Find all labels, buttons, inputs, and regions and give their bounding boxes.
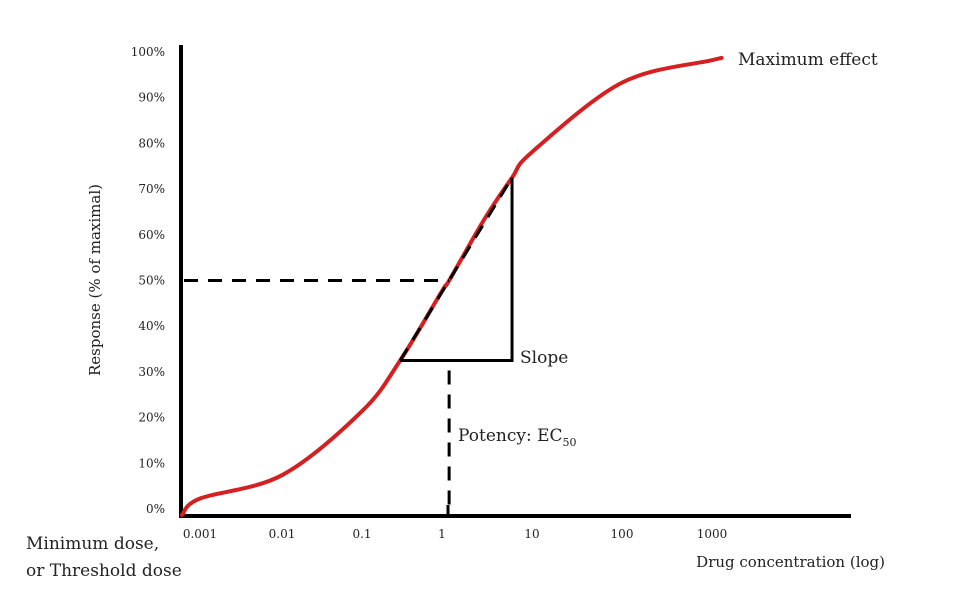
y-axis-label: Response (% of maximal)	[86, 184, 104, 376]
x-tick-label: 1	[438, 527, 446, 541]
y-tick-label: 10%	[138, 456, 165, 470]
y-tick-label: 20%	[138, 411, 165, 425]
min-dose-label-line1: Minimum dose,	[26, 534, 159, 554]
y-tick-label: 60%	[138, 228, 165, 242]
y-tick-label: 100%	[131, 45, 165, 59]
x-tick-label: 10	[524, 527, 539, 541]
x-tick-label: 1000	[697, 527, 728, 541]
y-tick-label: 90%	[138, 91, 165, 105]
y-tick-label: 30%	[138, 365, 165, 379]
y-tick-label: 0%	[146, 502, 165, 516]
y-tick-label: 40%	[138, 319, 165, 333]
x-tick-label: 0.01	[269, 527, 296, 541]
dose-response-curve	[180, 55, 724, 517]
x-tick-label: 0.1	[352, 527, 371, 541]
slope-dashed-hypotenuse	[398, 176, 514, 362]
y-tick-labels: 0% 10% 20% 30% 40% 50% 60% 70% 80% 90% 100%	[131, 45, 165, 516]
potency-label: Potency: EC50	[458, 426, 577, 449]
y-tick-label: 50%	[138, 274, 165, 288]
min-dose-label-line2: or Threshold dose	[26, 561, 182, 581]
x-axis-label: Drug concentration (log)	[696, 553, 885, 571]
x-tick-label: 100	[611, 527, 634, 541]
slope-triangle	[400, 177, 514, 362]
slope-label: Slope	[520, 348, 568, 368]
x-tick-label: 0.001	[183, 527, 217, 541]
y-tick-label: 80%	[138, 136, 165, 150]
y-tick-label: 70%	[138, 182, 165, 196]
x-tick-labels: 0.001 0.01 0.1 1 10 100 1000	[183, 527, 727, 541]
max-effect-label: Maximum effect	[738, 50, 878, 70]
